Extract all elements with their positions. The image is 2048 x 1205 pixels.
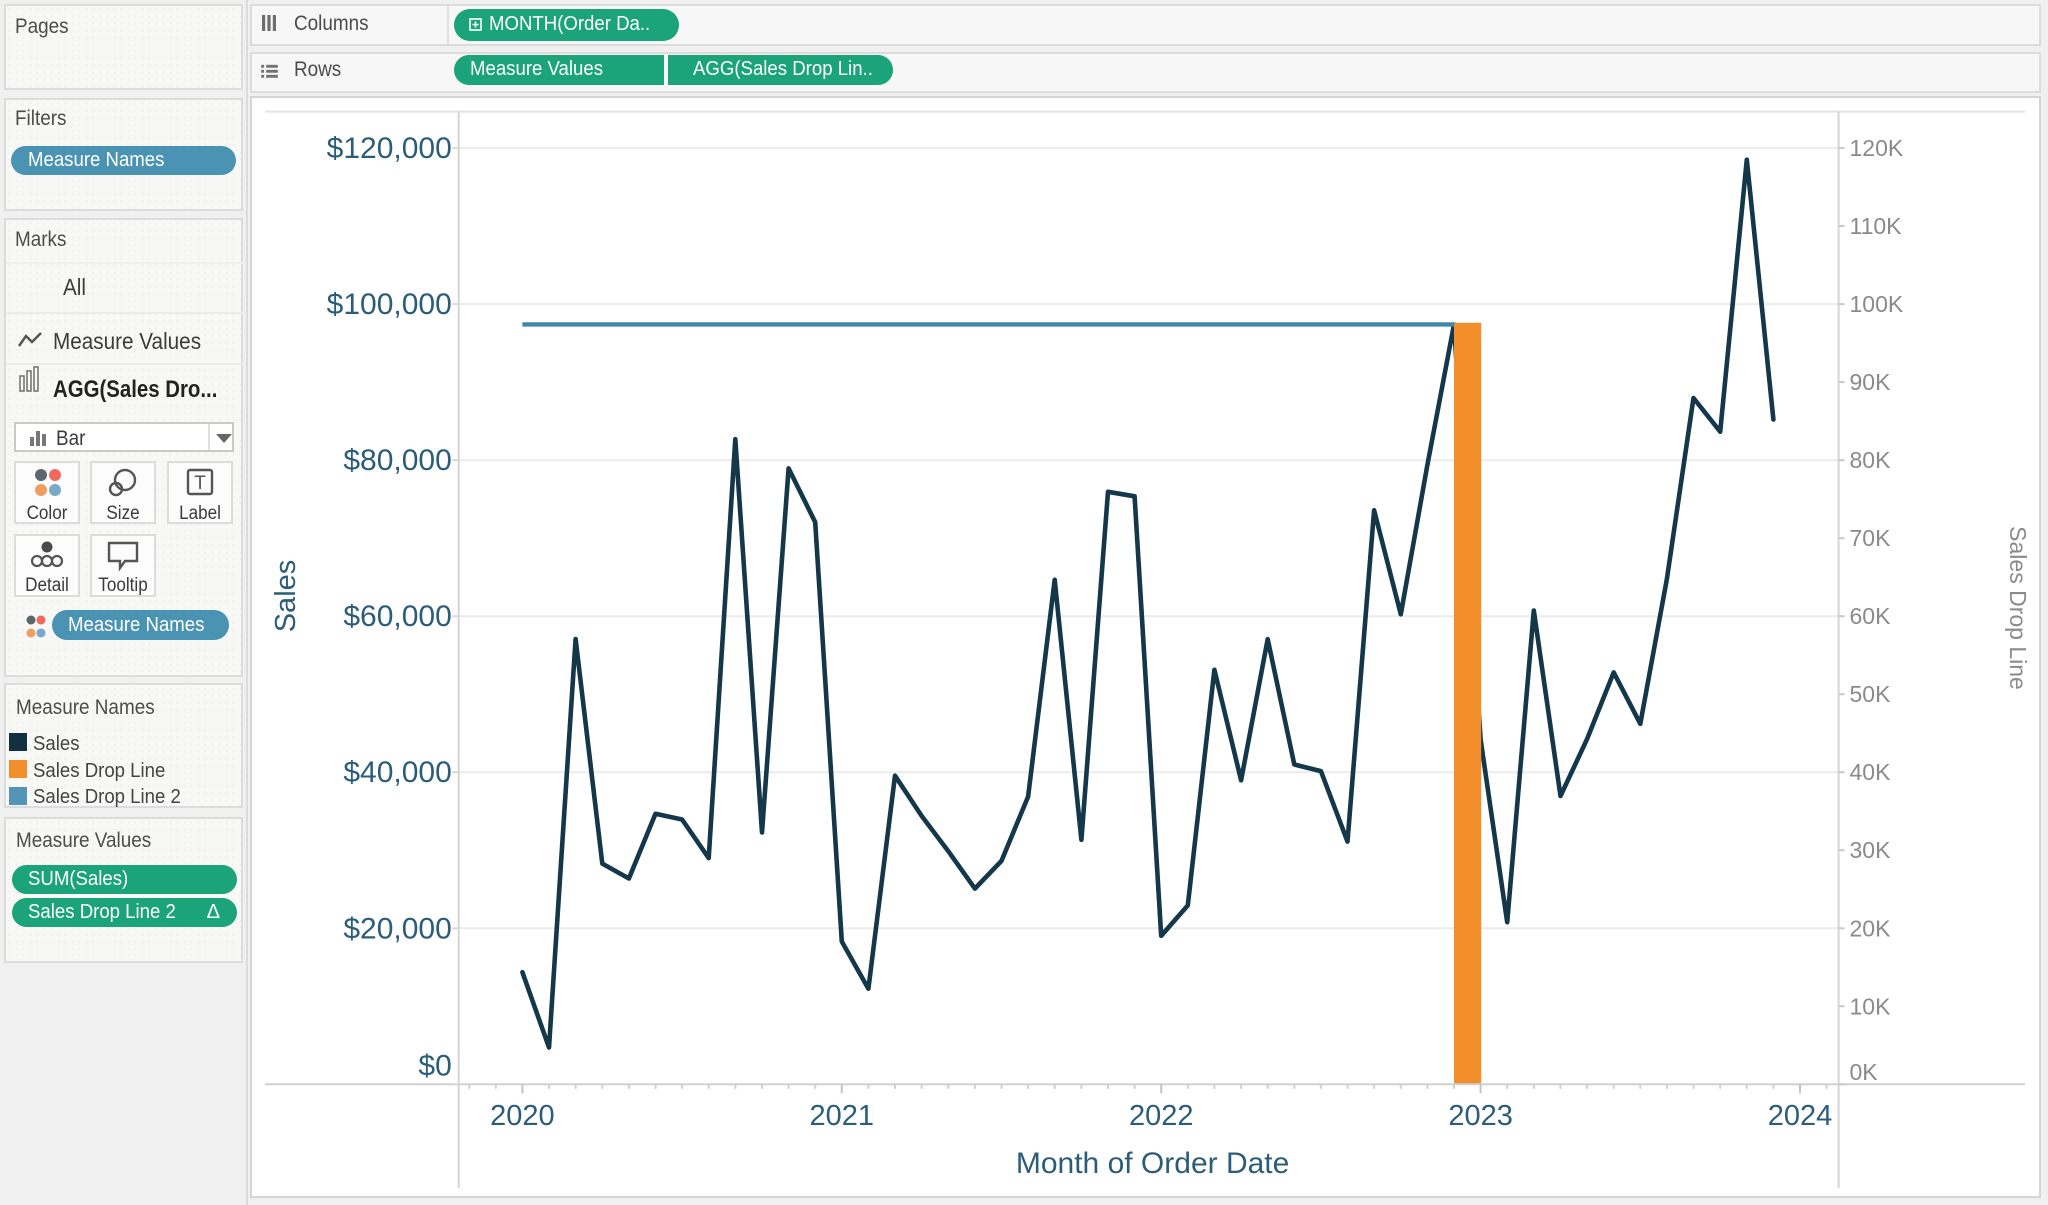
svg-text:2021: 2021 [810,1100,875,1132]
svg-text:Sales Drop Line: Sales Drop Line [2005,526,2031,690]
svg-text:$60,000: $60,000 [343,600,451,633]
svg-text:T: T [194,473,206,494]
svg-text:2022: 2022 [1129,1100,1194,1132]
svg-text:80K: 80K [1850,447,1892,473]
svg-text:Month of Order Date: Month of Order Date [1016,1147,1289,1180]
svg-text:$20,000: $20,000 [343,912,451,945]
svg-text:120K: 120K [1850,135,1904,161]
svg-text:$120,000: $120,000 [327,132,452,165]
svg-text:2024: 2024 [1768,1100,1833,1132]
svg-text:2020: 2020 [490,1100,555,1132]
svg-text:110K: 110K [1850,213,1903,239]
svg-text:20K: 20K [1850,915,1892,941]
svg-text:60K: 60K [1850,603,1892,629]
svg-text:$100,000: $100,000 [327,288,452,321]
svg-text:50K: 50K [1850,681,1892,707]
svg-text:Sales: Sales [270,560,302,633]
svg-text:10K: 10K [1850,993,1892,1019]
svg-text:0K: 0K [1850,1059,1879,1085]
svg-text:2023: 2023 [1448,1100,1513,1132]
svg-text:$40,000: $40,000 [343,756,451,789]
svg-text:100K: 100K [1850,291,1904,317]
svg-text:90K: 90K [1850,369,1892,395]
svg-text:$0: $0 [418,1050,451,1083]
svg-text:$80,000: $80,000 [343,444,451,477]
svg-text:40K: 40K [1850,759,1892,785]
svg-text:70K: 70K [1850,525,1892,551]
svg-text:30K: 30K [1850,837,1892,863]
